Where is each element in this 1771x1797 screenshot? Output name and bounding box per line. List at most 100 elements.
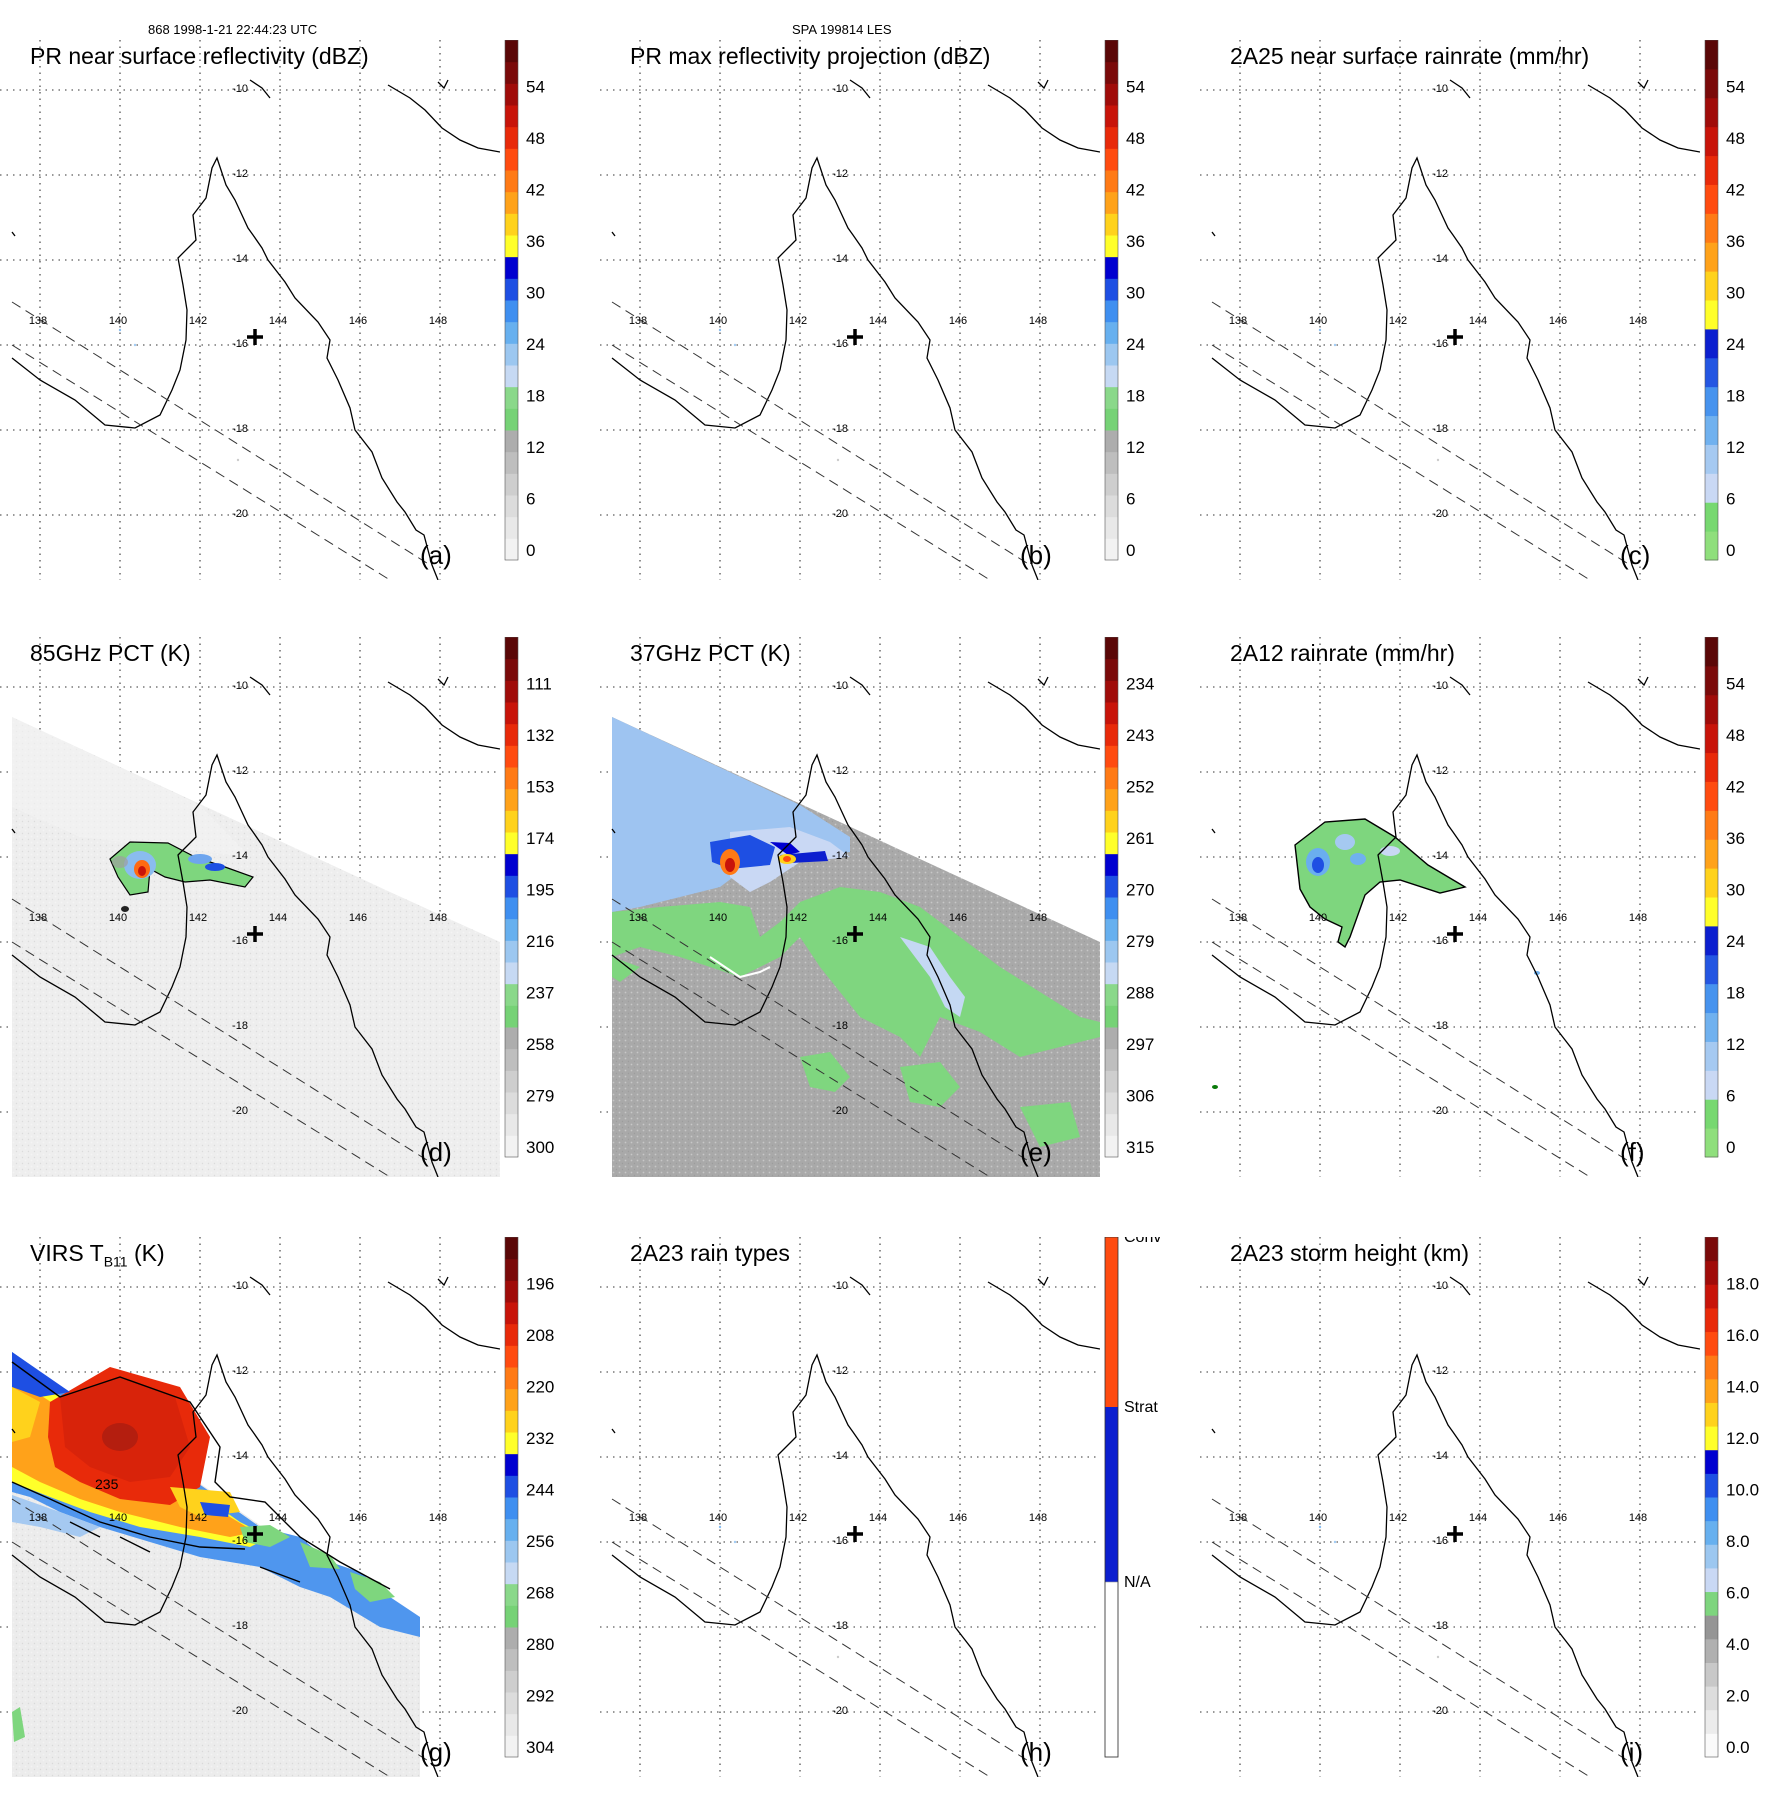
colorbar-tick-label: 216 bbox=[526, 932, 554, 951]
lon-label: 148 bbox=[1029, 315, 1047, 327]
colorbar-tick-label: 10.0 bbox=[1726, 1481, 1759, 1500]
colorbar-tick-label: 132 bbox=[526, 726, 554, 745]
lat-lon-grid bbox=[0, 40, 500, 580]
colorbar-tick-label: 261 bbox=[1126, 829, 1154, 848]
lat-label: -10 bbox=[1432, 83, 1448, 95]
colorbar-segment bbox=[505, 213, 518, 236]
pr-swath-edges bbox=[1211, 898, 1631, 1177]
colorbar-segment bbox=[505, 918, 518, 941]
lat-label: -20 bbox=[832, 508, 848, 520]
lat-label: -10 bbox=[232, 83, 248, 95]
storm-center-marker bbox=[1447, 926, 1463, 942]
map-g: 235 138 140 142 144 146 148 -10 -12 -14 -16 -18 -20 bbox=[0, 1237, 500, 1777]
cape-york-coastline bbox=[611, 156, 1039, 580]
coastline bbox=[11, 79, 500, 580]
colorbar-segment bbox=[1705, 1591, 1718, 1616]
colorbar-segment bbox=[1105, 213, 1118, 236]
colorbar-segment bbox=[505, 897, 518, 920]
colorbar-f: 0 6 12 18 24 30 36 42 48 54 bbox=[1700, 636, 1760, 1167]
colorbar-tick-label: 315 bbox=[1126, 1138, 1154, 1157]
torres-strait-coastline bbox=[1449, 1276, 1471, 1296]
map-a: 138 140 142 144 146 148 -10 -12 -14 -16 -18 -20 bbox=[0, 40, 500, 580]
colorbar-segment bbox=[505, 680, 518, 703]
colorbar-tick-label: 292 bbox=[526, 1687, 554, 1706]
colorbar-tick-label: 6 bbox=[1726, 490, 1735, 509]
colorbar-a: 0 6 12 18 24 30 36 42 48 54 bbox=[500, 39, 560, 570]
colorbar-segment bbox=[505, 191, 518, 214]
colorbar-segment bbox=[505, 430, 518, 453]
contour-value-label: 235 bbox=[95, 1476, 119, 1492]
lat-label: -18 bbox=[1432, 1620, 1448, 1632]
colorbar-segment bbox=[1705, 271, 1718, 301]
colorbar-tick-label: 111 bbox=[526, 675, 552, 694]
colorbar-segment bbox=[1705, 328, 1718, 359]
field-rain12 bbox=[1212, 818, 1540, 1089]
map-c: 138 140 142 144 146 148 -10 -12 -14 -16 -18 -20 bbox=[1200, 40, 1700, 580]
lat-label: -12 bbox=[832, 168, 848, 180]
coast-fragment bbox=[611, 1428, 616, 1434]
colorbar-segment bbox=[505, 637, 518, 660]
island-coastline bbox=[437, 79, 449, 90]
colorbar-segment bbox=[505, 1605, 518, 1628]
colorbar-segment bbox=[1705, 1473, 1718, 1498]
lat-label: -14 bbox=[832, 253, 848, 265]
lon-label: 138 bbox=[629, 1512, 647, 1524]
lon-label: 144 bbox=[269, 1512, 287, 1524]
colorbar-segment bbox=[1105, 1048, 1118, 1071]
colorbar-segment bbox=[1105, 1113, 1118, 1136]
header-orbit-time: 868 1998-1-21 22:44:23 UTC bbox=[148, 22, 318, 37]
colorbar-segment bbox=[505, 343, 518, 366]
map-canvas: 138 140 142 144 146 148 -10 -12 -14 -16 -18 -20 bbox=[1200, 637, 1700, 1177]
colorbar-segment bbox=[1105, 83, 1118, 106]
torres-strait-coastline bbox=[249, 676, 271, 696]
colorbar-tick-label: 30 bbox=[1126, 284, 1145, 303]
colorbar-canvas: 300 279 258 237 216 195 174 153 132 111 bbox=[504, 636, 554, 1158]
torres-strait-coastline bbox=[1449, 676, 1471, 696]
colorbar-segment bbox=[1705, 1567, 1718, 1593]
storm-center-marker bbox=[1447, 1526, 1463, 1542]
colorbar-segment bbox=[505, 1135, 518, 1158]
colorbar-segment bbox=[1705, 213, 1718, 243]
colorbar-tick-label: 18 bbox=[526, 387, 545, 406]
colorbar-segment bbox=[1105, 451, 1118, 474]
colorbar-tick-label: 14.0 bbox=[1726, 1378, 1759, 1397]
lon-label: 138 bbox=[29, 315, 47, 327]
colorbar-tick-label: 42 bbox=[526, 181, 545, 200]
storm-center-marker bbox=[847, 1526, 863, 1542]
colorbar-segment bbox=[1705, 1544, 1718, 1569]
panel-title: 85GHz PCT (K) bbox=[30, 640, 191, 666]
colorbar-segment bbox=[1105, 61, 1118, 84]
lat-label: -10 bbox=[232, 1280, 248, 1292]
colorbar-tick-label: 16.0 bbox=[1726, 1326, 1759, 1345]
lon-label: 138 bbox=[1229, 1512, 1247, 1524]
colorbar-tick-label: 2.0 bbox=[1726, 1687, 1750, 1706]
colorbar: 300 279 258 237 216 195 174 153 132 111 bbox=[504, 636, 554, 1158]
lat-label: -20 bbox=[1432, 1105, 1448, 1117]
colorbar-segment bbox=[1105, 745, 1118, 768]
colorbar-tick-label: 54 bbox=[1726, 675, 1745, 694]
colorbar-segment bbox=[1105, 386, 1118, 409]
colorbar-segment bbox=[505, 1475, 518, 1498]
map-d: 138 140 142 144 146 148 -10 -12 -14 -16 -18 -20 bbox=[0, 637, 500, 1177]
swath-edge-line bbox=[1211, 1498, 1631, 1763]
colorbar-segment bbox=[505, 1388, 518, 1411]
colorbar-segment bbox=[1105, 191, 1118, 214]
panel-label: (i) bbox=[1620, 1737, 1644, 1767]
colorbar-tick-label: 12 bbox=[526, 438, 545, 457]
colorbar-tick-label: 30 bbox=[1726, 284, 1745, 303]
colorbar-segment bbox=[1105, 983, 1118, 1006]
coast-fragment bbox=[11, 828, 16, 834]
colorbar-segment bbox=[1705, 897, 1718, 927]
colorbar-segment bbox=[1105, 788, 1118, 811]
colorbar-segment bbox=[1705, 954, 1718, 985]
colorbar-segment bbox=[1705, 1733, 1718, 1758]
cape-york-coastline bbox=[11, 156, 439, 580]
colorbar-segment bbox=[505, 745, 518, 768]
panel-title: 2A12 rainrate (mm/hr) bbox=[1230, 640, 1455, 666]
colorbar-segment bbox=[1105, 723, 1118, 746]
lon-label: 144 bbox=[869, 1512, 887, 1524]
island-coastline bbox=[1637, 79, 1649, 90]
colorbar-tick-label: 297 bbox=[1126, 1035, 1154, 1054]
panel-a: 138 140 142 144 146 148 -10 -12 -14 -16 -18 -20 PR n… bbox=[0, 39, 560, 600]
colorbar-tick-label: 42 bbox=[1726, 181, 1745, 200]
